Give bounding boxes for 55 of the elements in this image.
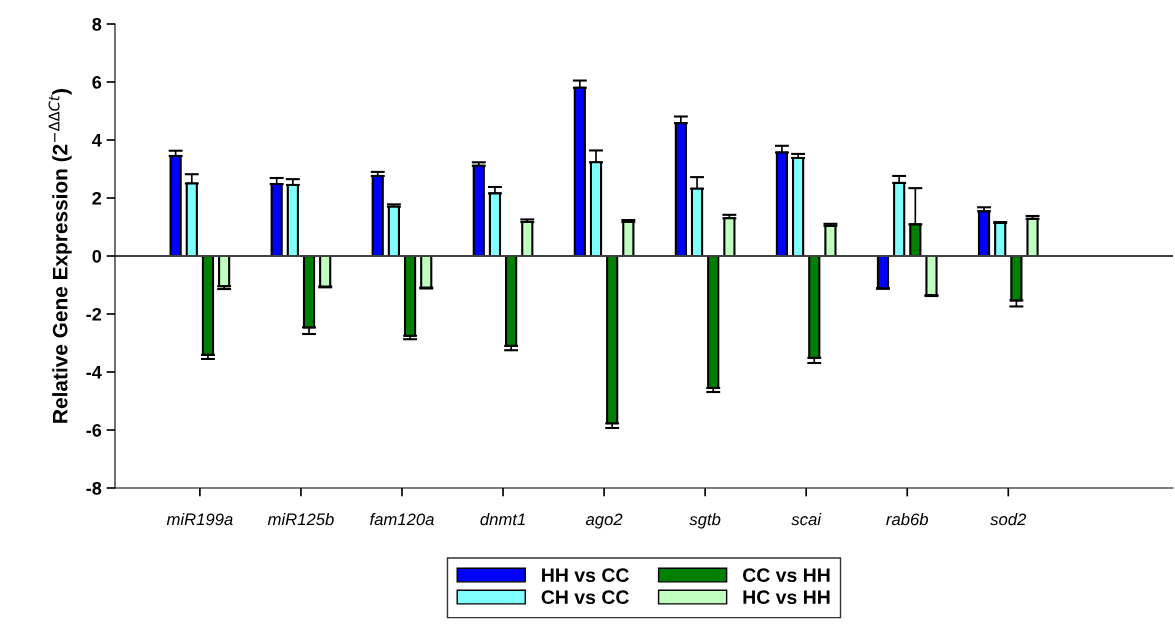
y-tick-label: 8 xyxy=(92,17,102,31)
x-tick-label: sgtb xyxy=(689,513,721,529)
y-tick-label: 4 xyxy=(92,134,102,147)
bar xyxy=(488,192,502,258)
bar xyxy=(723,217,736,258)
x-tick-label: dnmt1 xyxy=(480,513,525,526)
bar xyxy=(606,254,619,425)
bar xyxy=(876,254,890,290)
bar xyxy=(707,254,720,389)
y-tick-label: 2 xyxy=(92,191,102,205)
legend-label: CH vs CC xyxy=(541,590,629,605)
x-tick-label: scai xyxy=(791,513,822,526)
bar xyxy=(622,221,635,258)
bar xyxy=(302,254,316,329)
bar xyxy=(403,254,417,337)
bar xyxy=(169,154,182,258)
bar xyxy=(808,254,821,359)
bar xyxy=(824,224,837,258)
bar xyxy=(387,205,400,258)
bar xyxy=(674,122,687,258)
bar xyxy=(775,151,789,258)
bar xyxy=(792,156,805,258)
bar xyxy=(270,183,283,258)
bar xyxy=(1026,217,1039,258)
bar xyxy=(218,254,231,288)
x-tick-label: rab6b xyxy=(886,513,929,526)
bar xyxy=(286,183,299,258)
y-tick-label: -8 xyxy=(86,481,102,495)
bar xyxy=(420,254,433,289)
bar xyxy=(319,254,332,288)
y-tick-label: -2 xyxy=(86,307,102,321)
bar xyxy=(994,221,1007,258)
y-tick-label: -6 xyxy=(86,423,102,437)
y-tick-label: 6 xyxy=(92,75,102,89)
legend-label: HC vs HH xyxy=(743,590,830,605)
bar xyxy=(925,254,938,297)
legend-label: CC vs HH xyxy=(742,568,830,583)
bar xyxy=(201,254,215,356)
y-tick-label: -4 xyxy=(86,366,102,379)
legend-label: HH vs CC xyxy=(542,568,629,583)
bar xyxy=(1010,254,1023,302)
y-axis-title: Relative Gene Expression (2$^{−ΔΔCt}$) xyxy=(48,89,72,423)
bar xyxy=(505,254,518,347)
x-tick-label: miR199a xyxy=(166,513,233,526)
bar xyxy=(977,210,991,258)
bar xyxy=(573,86,586,258)
bar xyxy=(472,164,485,258)
x-tick-label: fam120a xyxy=(370,513,434,526)
x-tick-label: sod2 xyxy=(990,513,1027,526)
bar xyxy=(893,181,906,258)
x-tick-label: ago2 xyxy=(585,513,623,529)
bar xyxy=(521,221,534,258)
x-tick-label: miR125b xyxy=(267,513,334,526)
y-tick-label: 0 xyxy=(92,249,102,263)
bar xyxy=(371,174,384,258)
